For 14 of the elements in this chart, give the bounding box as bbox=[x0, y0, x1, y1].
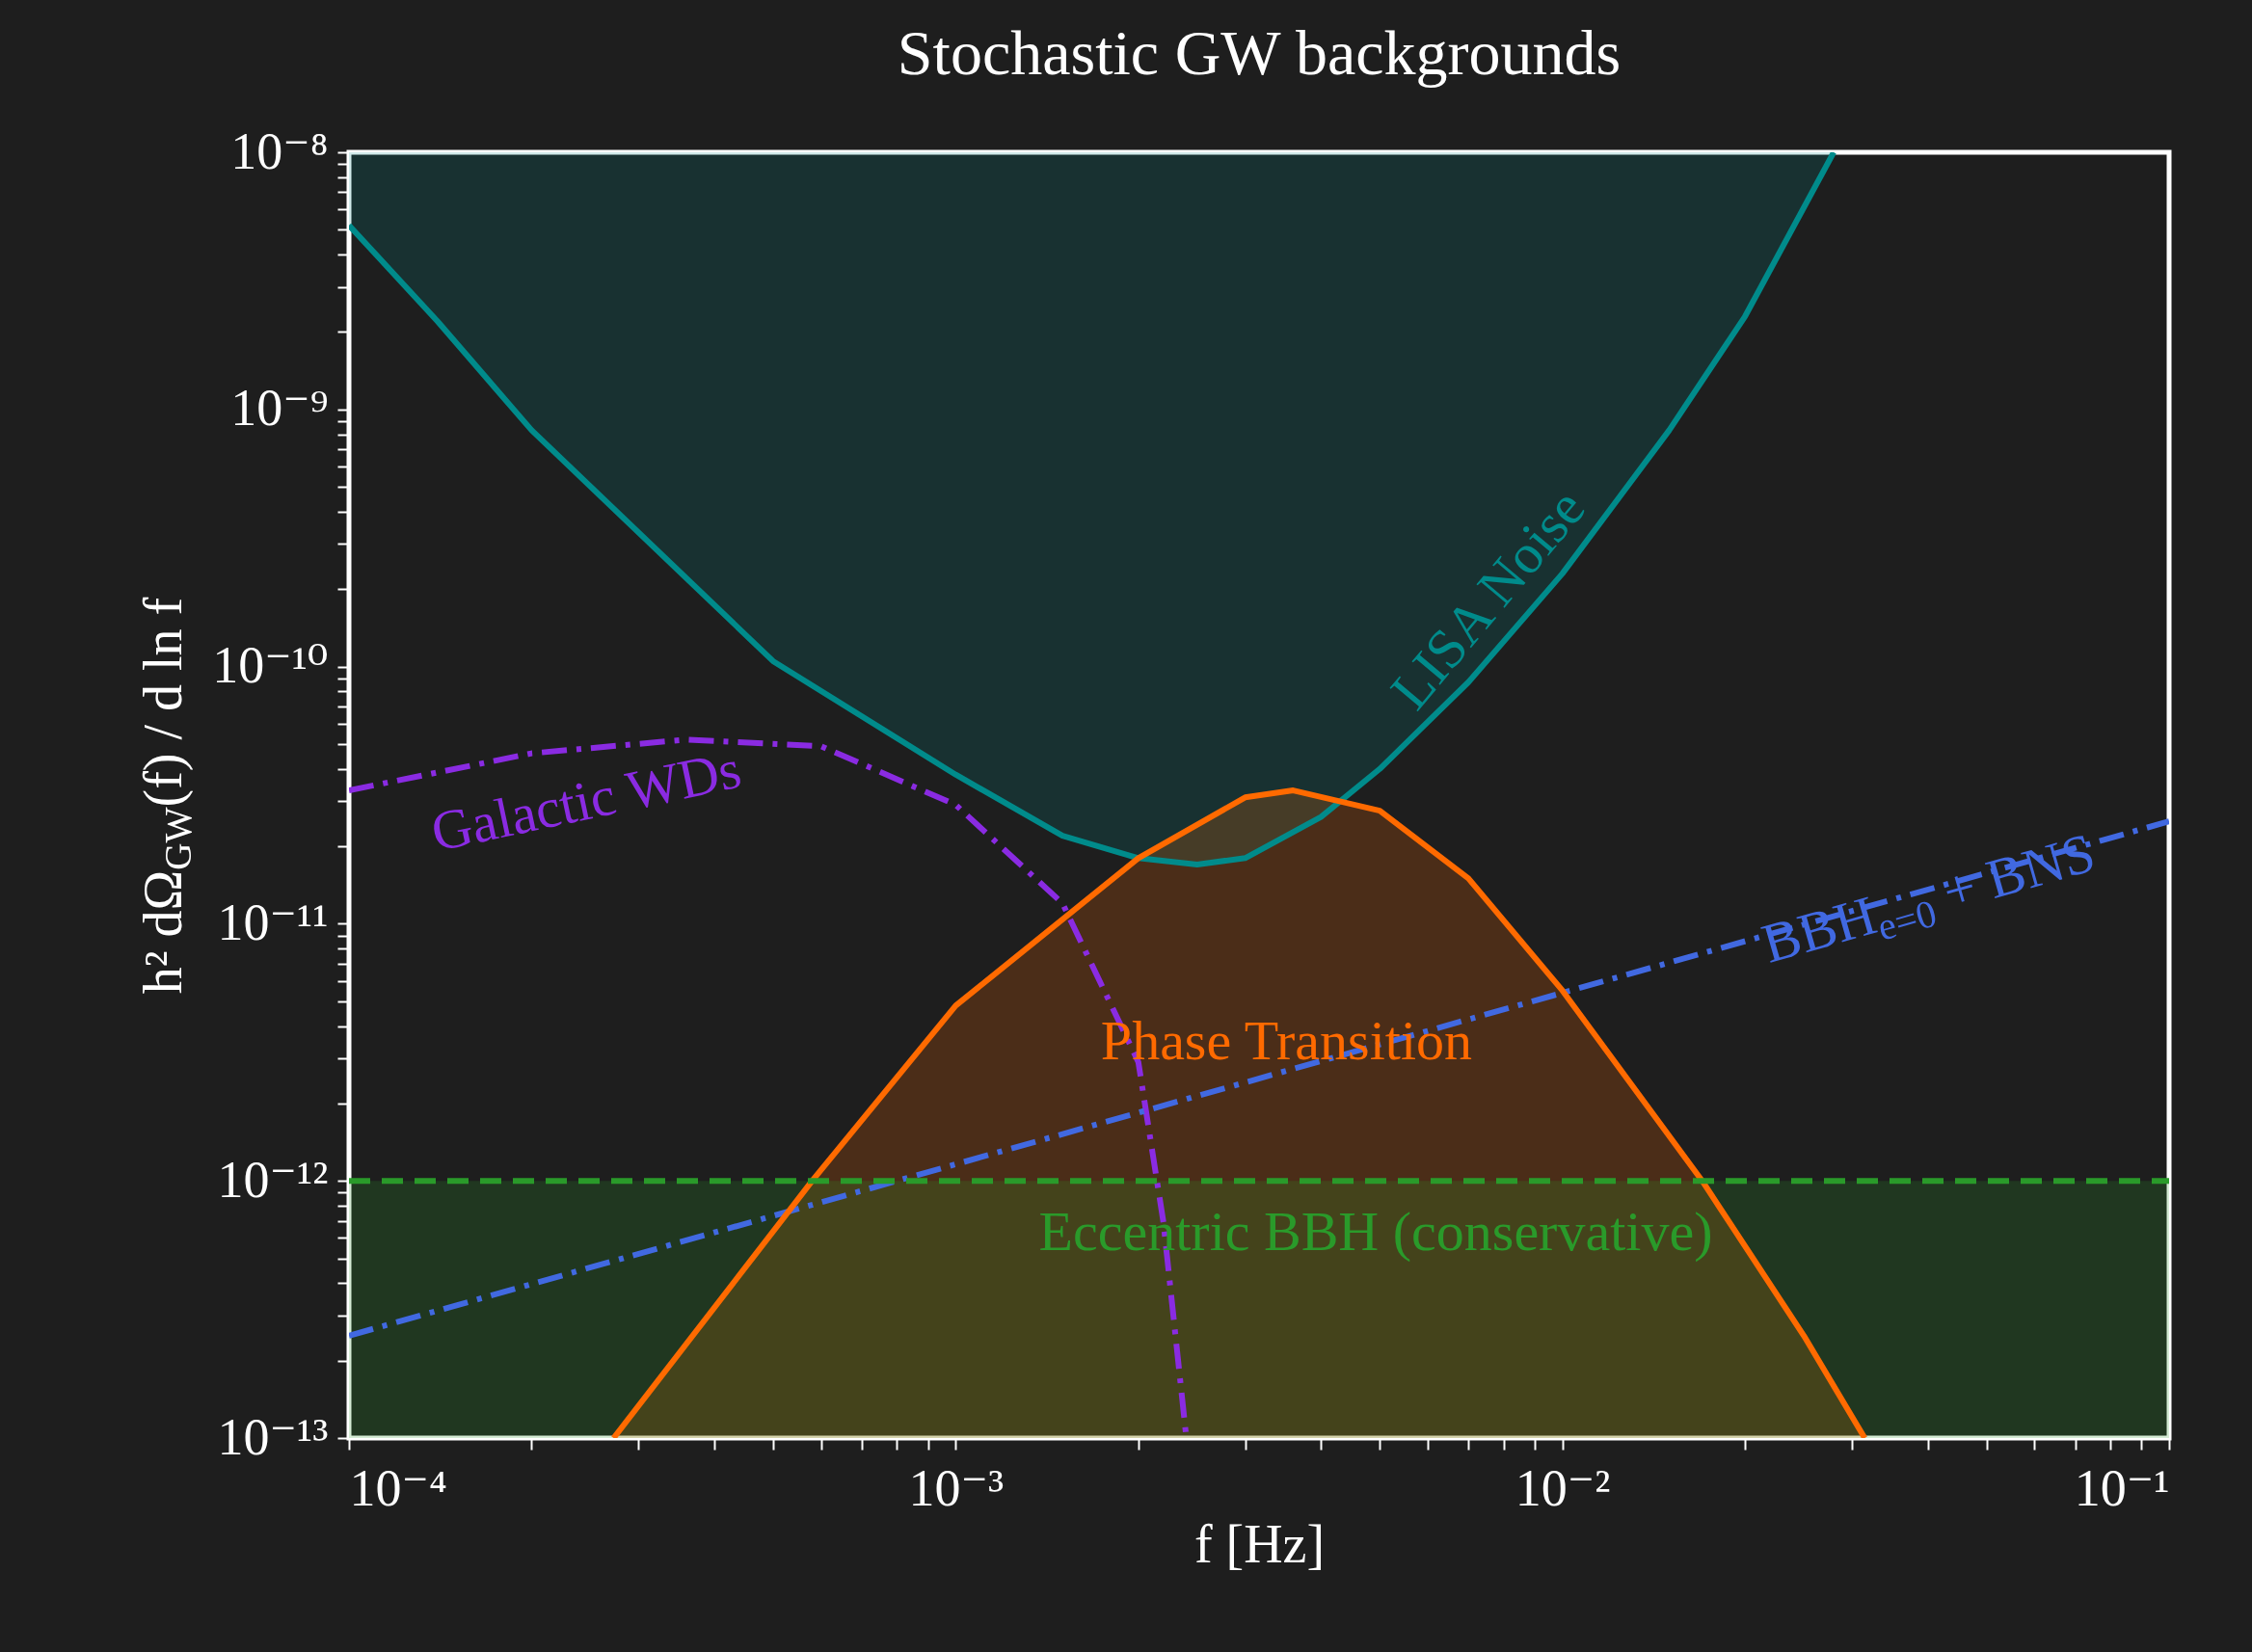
series-label: Eccentric BBH (conservative) bbox=[1038, 1200, 1713, 1264]
x-axis-title: f [Hz] bbox=[1193, 1513, 1326, 1574]
y-tick-label: 10⁻¹¹ bbox=[217, 893, 329, 951]
x-tick-label: 10⁻¹ bbox=[2074, 1458, 2170, 1517]
chart-title: Stochastic GW backgrounds bbox=[897, 17, 1622, 88]
x-tick-label: 10⁻⁴ bbox=[349, 1458, 447, 1517]
y-tick-label: 10⁻¹² bbox=[217, 1150, 329, 1209]
x-tick-label: 10⁻³ bbox=[908, 1458, 1005, 1517]
y-tick-label: 10⁻¹³ bbox=[217, 1407, 329, 1466]
y-tick-label: 10⁻¹⁰ bbox=[212, 636, 329, 695]
x-tick-label: 10⁻² bbox=[1515, 1458, 1611, 1517]
text: Galactic WDs bbox=[425, 736, 746, 865]
y-tick-label: 10⁻⁸ bbox=[230, 121, 329, 180]
y-tick-label: 10⁻⁹ bbox=[230, 379, 329, 438]
